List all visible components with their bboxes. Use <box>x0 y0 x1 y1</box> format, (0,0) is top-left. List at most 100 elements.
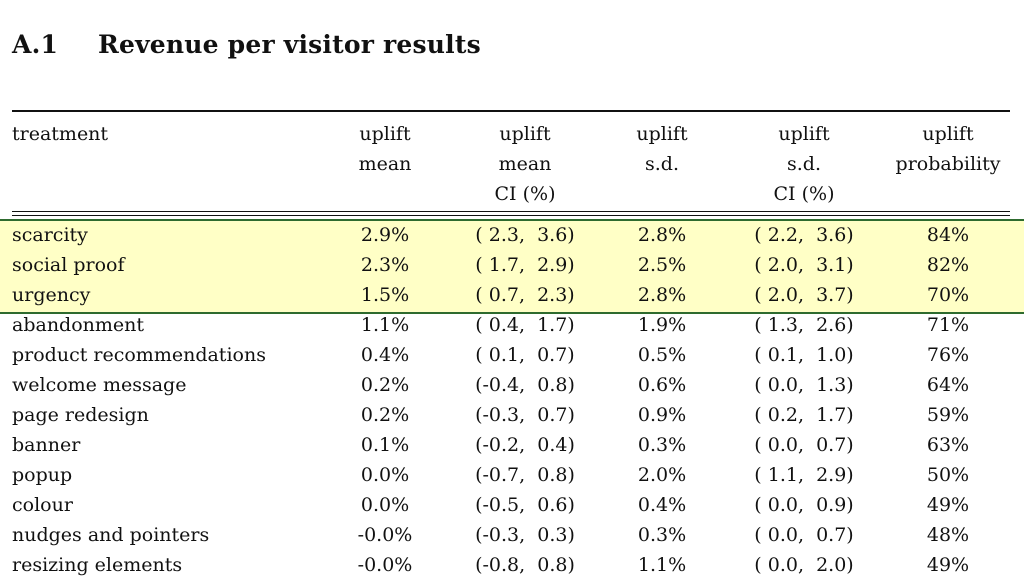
cell-uplift-mean: 0.1% <box>360 434 410 456</box>
cell-uplift-probability: 70% <box>926 284 970 306</box>
header-line: probability <box>895 153 1001 175</box>
cell-uplift-probability: 76% <box>926 344 970 366</box>
table-row: social proof 2.3% ( 1.7, 2.9) 2.5% ( 2.0, 3.… <box>0 250 1024 280</box>
cell-treatment: popup <box>12 464 73 486</box>
cell-uplift-sd-ci: ( 0.0, 0.7) <box>754 524 854 546</box>
cell-uplift-probability: 48% <box>926 524 970 546</box>
cell-uplift-mean-ci: ( 2.3, 3.6) <box>475 224 575 246</box>
cell-uplift-probability: 50% <box>926 464 970 486</box>
cell-uplift-sd: 0.4% <box>637 494 687 516</box>
cell-uplift-sd-ci: ( 0.2, 1.7) <box>754 404 854 426</box>
table-row: resizing elements -0.0% (-0.8, 0.8) 1.1% ( 0… <box>0 550 1024 576</box>
header-line: uplift <box>778 123 830 145</box>
table-row: banner 0.1% (-0.2, 0.4) 0.3% ( 0.0, 0.7) 63% <box>0 430 1024 460</box>
cell-uplift-probability: 71% <box>926 314 970 336</box>
cell-uplift-mean: 0.0% <box>360 494 410 516</box>
cell-uplift-mean-ci: ( 0.4, 1.7) <box>475 314 575 336</box>
cell-uplift-mean: -0.0% <box>357 524 413 546</box>
cell-treatment: page redesign <box>12 404 149 426</box>
cell-treatment: scarcity <box>12 224 88 246</box>
header-line: CI (%) <box>773 183 835 205</box>
cell-uplift-sd: 0.5% <box>637 344 687 366</box>
cell-treatment: colour <box>12 494 73 516</box>
cell-treatment: urgency <box>12 284 91 306</box>
cell-uplift-probability: 82% <box>926 254 970 276</box>
cell-treatment: banner <box>12 434 81 456</box>
header-line: treatment <box>12 123 109 145</box>
table-row: popup 0.0% (-0.7, 0.8) 2.0% ( 1.1, 2.9) 50% <box>0 460 1024 490</box>
table-row: abandonment 1.1% ( 0.4, 1.7) 1.9% ( 1.3, 2.6… <box>0 310 1024 340</box>
cell-uplift-probability: 49% <box>926 554 970 576</box>
cell-uplift-sd-ci: ( 2.0, 3.1) <box>754 254 854 276</box>
cell-uplift-sd: 0.9% <box>637 404 687 426</box>
header-line: uplift <box>922 123 974 145</box>
cell-uplift-mean: 0.4% <box>360 344 410 366</box>
header-uplift-sd-ci: uplift s.d. CI (%) <box>774 119 835 209</box>
header-line: uplift <box>359 123 411 145</box>
cell-treatment: social proof <box>12 254 125 276</box>
cell-uplift-mean: 0.2% <box>360 374 410 396</box>
cell-uplift-probability: 49% <box>926 494 970 516</box>
table-row: scarcity 2.9% ( 2.3, 3.6) 2.8% ( 2.2, 3.6) 84… <box>0 220 1024 250</box>
header-line: s.d. <box>644 153 679 175</box>
header-line: s.d. <box>787 153 821 175</box>
cell-treatment: nudges and pointers <box>12 524 210 546</box>
header-line: uplift <box>499 123 551 145</box>
cell-uplift-mean: 2.9% <box>360 224 410 246</box>
cell-treatment: abandonment <box>12 314 145 336</box>
cell-uplift-sd-ci: ( 0.0, 1.3) <box>754 374 854 396</box>
cell-uplift-sd: 0.3% <box>637 524 687 546</box>
cell-uplift-sd: 0.3% <box>637 434 687 456</box>
cell-uplift-sd-ci: ( 2.2, 3.6) <box>754 224 854 246</box>
section-number: A.1 <box>12 30 59 59</box>
cell-uplift-sd-ci: ( 0.0, 2.0) <box>754 554 854 576</box>
cell-uplift-mean-ci: ( 1.7, 2.9) <box>475 254 575 276</box>
cell-uplift-sd-ci: ( 0.1, 1.0) <box>754 344 854 366</box>
cell-uplift-mean-ci: (-0.5, 0.6) <box>475 494 575 516</box>
header-uplift-mean-ci: uplift mean CI (%) <box>495 119 556 209</box>
section-heading: A.1 Revenue per visitor results <box>12 30 481 59</box>
cell-uplift-sd-ci: ( 1.1, 2.9) <box>754 464 854 486</box>
header-rule-lower <box>12 215 1010 216</box>
header-line: uplift <box>636 123 688 145</box>
cell-uplift-mean: -0.0% <box>357 554 413 576</box>
table-row: product recommendations 0.4% ( 0.1, 0.7) 0.… <box>0 340 1024 370</box>
table-top-rule <box>12 110 1010 112</box>
cell-uplift-sd: 2.5% <box>637 254 687 276</box>
highlighted-rows-box <box>0 219 1024 314</box>
header-uplift-mean: uplift mean <box>359 119 412 179</box>
header-treatment: treatment <box>12 119 108 149</box>
cell-treatment: welcome message <box>12 374 187 396</box>
header-rule-upper <box>12 211 1010 212</box>
cell-uplift-sd-ci: ( 2.0, 3.7) <box>754 284 854 306</box>
cell-uplift-sd: 1.1% <box>637 554 687 576</box>
cell-uplift-sd: 0.6% <box>637 374 687 396</box>
cell-uplift-mean-ci: (-0.3, 0.3) <box>475 524 575 546</box>
table-row: colour 0.0% (-0.5, 0.6) 0.4% ( 0.0, 0.9) 49% <box>0 490 1024 520</box>
table-row: nudges and pointers -0.0% (-0.3, 0.3) 0.3% (… <box>0 520 1024 550</box>
cell-uplift-mean-ci: (-0.2, 0.4) <box>475 434 575 456</box>
cell-uplift-sd-ci: ( 1.3, 2.6) <box>754 314 854 336</box>
cell-treatment: product recommendations <box>12 344 266 366</box>
cell-uplift-sd-ci: ( 0.0, 0.7) <box>754 434 854 456</box>
header-uplift-sd: uplift s.d. <box>636 119 687 179</box>
section-title: Revenue per visitor results <box>98 30 481 59</box>
cell-uplift-sd: 2.0% <box>637 464 687 486</box>
table-row: urgency 1.5% ( 0.7, 2.3) 2.8% ( 2.0, 3.7) 70% <box>0 280 1024 310</box>
cell-uplift-mean-ci: ( 0.7, 2.3) <box>475 284 575 306</box>
table-row: welcome message 0.2% (-0.4, 0.8) 0.6% ( 0.0,… <box>0 370 1024 400</box>
cell-uplift-mean: 0.0% <box>360 464 410 486</box>
header-line: mean <box>498 153 552 175</box>
cell-uplift-probability: 63% <box>926 434 970 456</box>
cell-uplift-mean: 2.3% <box>360 254 410 276</box>
cell-uplift-sd: 1.9% <box>637 314 687 336</box>
cell-uplift-sd: 2.8% <box>637 224 687 246</box>
cell-uplift-mean-ci: (-0.3, 0.7) <box>475 404 575 426</box>
cell-uplift-probability: 59% <box>926 404 970 426</box>
header-uplift-probability: uplift probability <box>896 119 1001 179</box>
cell-uplift-mean-ci: (-0.8, 0.8) <box>475 554 575 576</box>
cell-uplift-sd-ci: ( 0.0, 0.9) <box>754 494 854 516</box>
cell-uplift-mean: 1.1% <box>360 314 410 336</box>
header-line: mean <box>358 153 412 175</box>
cell-uplift-mean-ci: ( 0.1, 0.7) <box>475 344 575 366</box>
